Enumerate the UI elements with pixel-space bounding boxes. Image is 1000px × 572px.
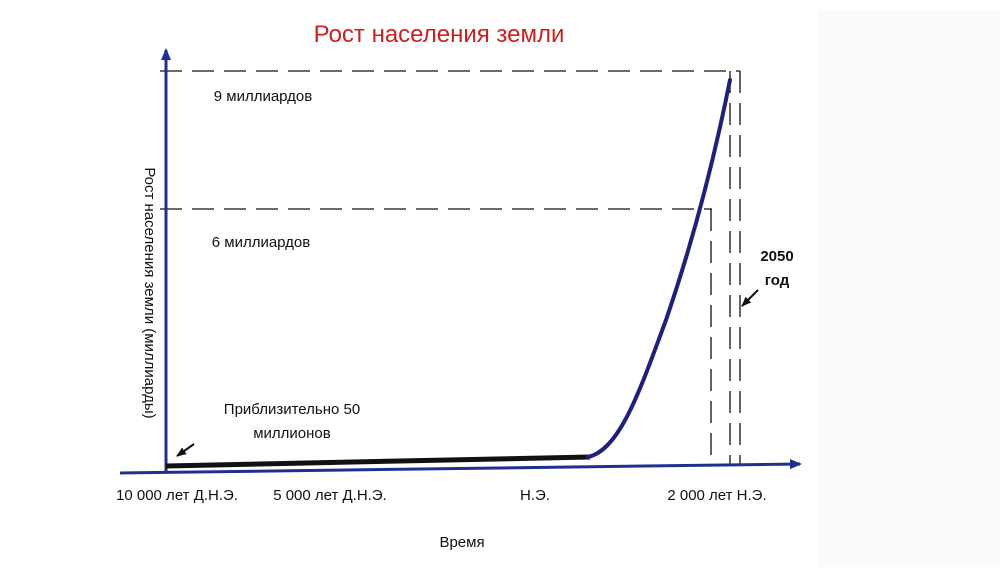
y-axis-label: Рост населения земли (миллиарды): [141, 167, 158, 418]
x-axis: [119, 459, 802, 475]
series-line-flat: [165, 454, 591, 469]
x-tick-label-3: 2 000 лет Н.Э.: [667, 487, 766, 504]
end-annotation-line2: год: [765, 272, 790, 289]
x-axis-label: Время: [439, 534, 484, 551]
start-annotation-arrow: [176, 443, 195, 457]
x-tick-label-1: 5 000 лет Д.Н.Э.: [273, 487, 387, 504]
ref-label-9b: 9 миллиардов: [214, 88, 313, 105]
x-tick-label-0: 10 000 лет Д.Н.Э.: [116, 487, 238, 504]
reference-lines: [160, 70, 741, 466]
ref-label-6b: 6 миллиардов: [212, 234, 311, 251]
chart-title: Рост населения земли: [314, 21, 565, 48]
side-panel: [818, 10, 1000, 567]
end-annotation-line1: 2050: [760, 248, 793, 265]
series-line-growth: [586, 78, 732, 459]
end-annotation-arrow: [741, 289, 759, 307]
start-annotation-line2: миллионов: [253, 425, 331, 442]
start-annotation-line1: Приблизительно 50: [224, 401, 360, 418]
x-tick-label-2: Н.Э.: [520, 487, 550, 504]
